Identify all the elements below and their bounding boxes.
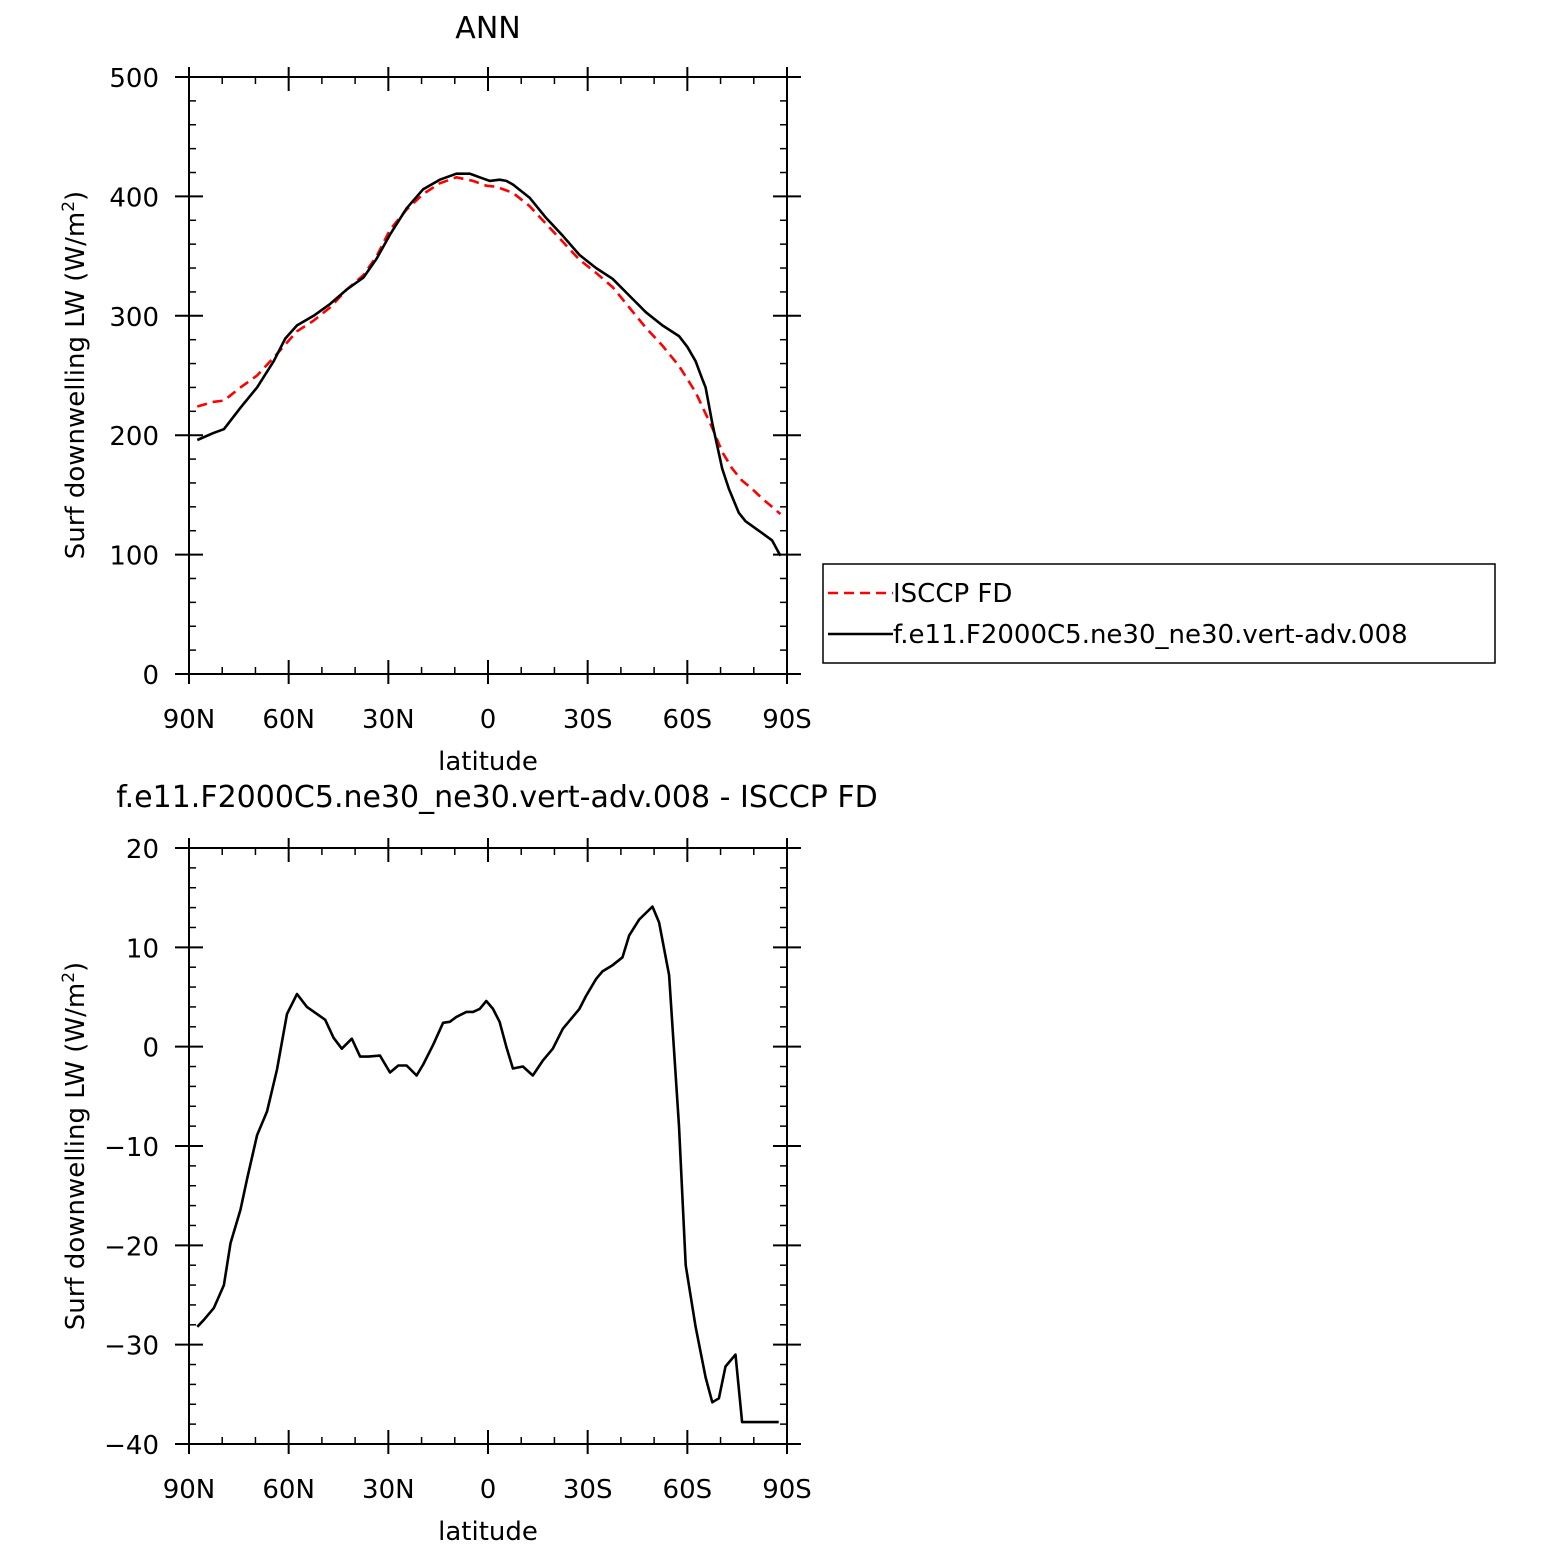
x-tick-label: 30S — [563, 705, 613, 735]
panel-bottom: f.e11.F2000C5.ne30_ne30.vert-adv.008 - I… — [59, 780, 878, 1547]
x-tick-label: 60N — [262, 1475, 315, 1505]
y-tick-label: 20 — [126, 835, 159, 865]
series-line-model — [196, 905, 779, 1424]
x-tick-label: 90N — [163, 705, 216, 735]
y-tick-label: 300 — [109, 303, 159, 333]
legend-label-model: f.e11.F2000C5.ne30_ne30.vert-adv.008 — [893, 620, 1408, 650]
top-y-axis-label-sup: 2 — [59, 201, 79, 212]
bottom-y-axis-label-close: ) — [61, 962, 91, 972]
top-tick-labels: 90N 60N 30N 0 30S 60S 90S 0 100 200 300 400 500 — [109, 64, 811, 735]
bottom-y-axis-label-sup: 2 — [59, 972, 79, 983]
y-tick-label: −40 — [104, 1431, 159, 1461]
x-tick-label: 30N — [362, 1475, 415, 1505]
series-line-model — [196, 172, 782, 557]
bottom-series-group — [196, 905, 779, 1424]
y-tick-label: 0 — [142, 661, 159, 691]
y-tick-label: 500 — [109, 64, 159, 94]
panel-top: ANN 90N 60N 30N 0 30S 60S 90S0100200300400500 … — [59, 11, 1496, 777]
y-tick-label: −10 — [104, 1133, 159, 1163]
top-y-axis-label-close: ) — [61, 191, 91, 201]
bottom-axis-ticks — [175, 838, 801, 1454]
y-tick-label: −20 — [104, 1232, 159, 1262]
x-tick-label: 60S — [663, 1475, 713, 1505]
top-axis-ticks — [175, 67, 801, 684]
top-series-group — [196, 172, 782, 557]
bottom-x-axis-label: latitude — [438, 1517, 538, 1547]
x-tick-label: 60S — [663, 705, 713, 735]
x-tick-label: 90S — [762, 1475, 812, 1505]
y-tick-label: 400 — [109, 183, 159, 213]
bottom-chart-title: f.e11.F2000C5.ne30_ne30.vert-adv.008 - I… — [116, 780, 878, 815]
top-y-axis-label-main: Surf downwelling LW (W/m — [61, 212, 91, 559]
x-tick-label: 60N — [262, 705, 315, 735]
top-x-axis-label: latitude — [438, 747, 538, 777]
bottom-y-axis-label-main: Surf downwelling LW (W/m — [61, 983, 91, 1330]
top-plot-frame — [188, 76, 788, 675]
y-tick-label: 200 — [109, 422, 159, 452]
x-tick-label: 0 — [480, 705, 497, 735]
x-tick-label: 30S — [563, 1475, 613, 1505]
y-tick-label: 100 — [109, 542, 159, 572]
x-tick-label: 30N — [362, 705, 415, 735]
legend: ISCCP FD f.e11.F2000C5.ne30_ne30.vert-ad… — [822, 563, 1496, 664]
top-y-axis-label: Surf downwelling LW (W/m2) — [59, 191, 91, 559]
x-tick-label: 90N — [163, 1475, 216, 1505]
series-line-isccp-fd — [196, 176, 782, 515]
bottom-y-axis-label: Surf downwelling LW (W/m2) — [59, 962, 91, 1330]
x-tick-label: 90S — [762, 705, 812, 735]
x-tick-label: 0 — [480, 1475, 497, 1505]
y-tick-label: −30 — [104, 1332, 159, 1362]
top-chart-title: ANN — [455, 11, 520, 46]
y-tick-label: 10 — [126, 934, 159, 964]
legend-box — [822, 563, 1496, 664]
legend-label-isccp: ISCCP FD — [893, 579, 1012, 609]
bottom-tick-labels: 90N 60N 30N 0 30S 60S 90S −40 −30 −20 −10 0 10 20 — [104, 835, 812, 1505]
y-tick-label: 0 — [142, 1034, 159, 1064]
bottom-plot-frame — [188, 847, 788, 1445]
